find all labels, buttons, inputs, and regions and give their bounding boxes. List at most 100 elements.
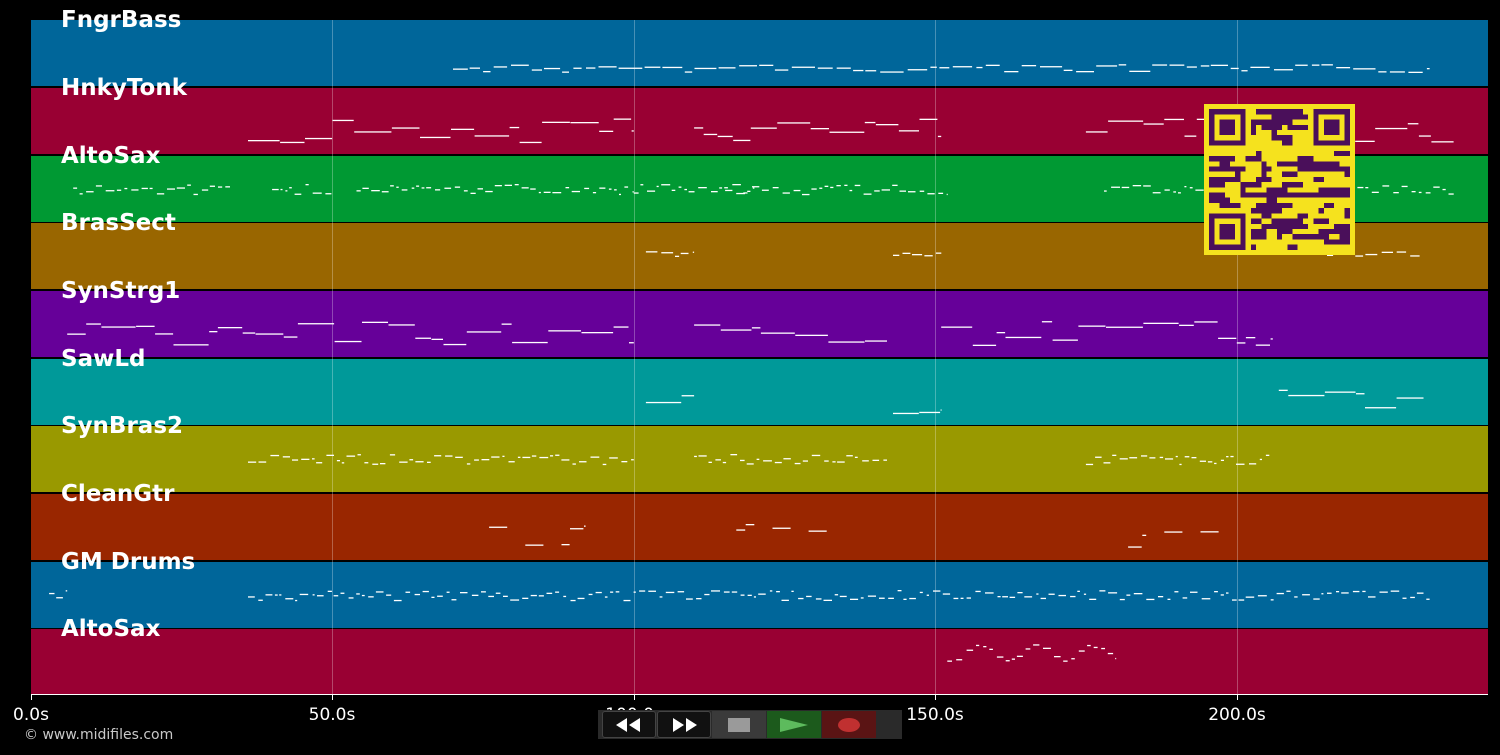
note bbox=[427, 461, 431, 463]
note bbox=[1401, 185, 1408, 188]
note bbox=[1106, 326, 1143, 328]
note bbox=[602, 463, 607, 466]
track-name: SawLd bbox=[61, 346, 146, 372]
note bbox=[572, 463, 576, 465]
note bbox=[1336, 67, 1351, 69]
track-name: CleanGtr bbox=[61, 481, 175, 507]
note bbox=[811, 454, 821, 457]
note bbox=[759, 64, 774, 66]
track-lane-fngrbass[interactable]: FngrBass bbox=[31, 9, 1488, 86]
note bbox=[631, 130, 634, 132]
note bbox=[491, 456, 500, 458]
note bbox=[956, 659, 963, 661]
tick-label: 0.0s bbox=[13, 705, 49, 725]
rewind-button[interactable] bbox=[602, 711, 656, 738]
track-lane-synbras2[interactable]: SynBras2 bbox=[31, 415, 1488, 492]
note bbox=[375, 591, 384, 593]
note bbox=[1201, 598, 1211, 600]
note bbox=[1241, 70, 1248, 72]
note bbox=[1146, 598, 1155, 601]
note bbox=[248, 461, 257, 463]
note bbox=[446, 591, 450, 593]
note bbox=[466, 331, 502, 333]
note bbox=[504, 184, 512, 186]
note bbox=[927, 193, 935, 195]
note bbox=[675, 255, 680, 257]
note bbox=[599, 187, 606, 189]
note bbox=[595, 591, 602, 594]
track-lane-sawld[interactable]: SawLd bbox=[31, 348, 1488, 425]
stop-button[interactable] bbox=[712, 711, 766, 738]
note bbox=[656, 185, 659, 188]
track-name: SynStrg1 bbox=[61, 278, 181, 304]
note bbox=[1011, 658, 1015, 660]
track-lane-synstrg1[interactable]: SynStrg1 bbox=[31, 280, 1488, 357]
note bbox=[746, 463, 754, 465]
note bbox=[327, 590, 332, 592]
note bbox=[747, 190, 751, 192]
note bbox=[782, 192, 790, 194]
note bbox=[193, 193, 198, 196]
note bbox=[565, 187, 570, 189]
note bbox=[985, 592, 994, 594]
note bbox=[720, 329, 752, 331]
note bbox=[661, 252, 674, 254]
track-lane-cleangtr[interactable]: CleanGtr bbox=[31, 483, 1488, 560]
track-name: FngrBass bbox=[61, 7, 182, 33]
transport-bar bbox=[598, 710, 902, 739]
note bbox=[1119, 458, 1128, 460]
note bbox=[453, 68, 468, 70]
note bbox=[881, 189, 890, 191]
note bbox=[1070, 595, 1076, 598]
note bbox=[1195, 189, 1204, 191]
note bbox=[1149, 457, 1156, 459]
track-name: SynBras2 bbox=[61, 413, 184, 439]
note bbox=[834, 594, 839, 596]
track-name: AltoSax bbox=[61, 143, 161, 169]
note bbox=[1365, 187, 1369, 189]
note bbox=[539, 456, 549, 459]
note bbox=[935, 252, 942, 254]
note bbox=[248, 140, 280, 142]
note bbox=[1190, 591, 1198, 593]
note bbox=[960, 597, 964, 599]
note bbox=[1173, 191, 1176, 193]
note bbox=[1431, 141, 1454, 143]
note bbox=[305, 137, 333, 140]
track-lane-altosax-2[interactable]: AltoSax bbox=[31, 618, 1488, 695]
note bbox=[531, 69, 542, 71]
grid-line bbox=[332, 20, 333, 695]
note bbox=[692, 251, 695, 253]
record-button[interactable] bbox=[822, 711, 876, 738]
note bbox=[610, 591, 614, 593]
note bbox=[774, 69, 789, 71]
note bbox=[1389, 71, 1405, 73]
note bbox=[633, 591, 636, 593]
note bbox=[854, 456, 858, 458]
note bbox=[880, 71, 904, 73]
note bbox=[317, 595, 324, 597]
note bbox=[332, 119, 354, 122]
note bbox=[1186, 66, 1197, 68]
track-lane-gm-drums[interactable]: GM Drums bbox=[31, 551, 1488, 628]
rewind-icon bbox=[616, 717, 640, 732]
note bbox=[1189, 187, 1193, 189]
note bbox=[879, 597, 885, 599]
note bbox=[830, 186, 834, 189]
fast-forward-button[interactable] bbox=[657, 711, 711, 738]
note bbox=[1418, 135, 1431, 137]
note bbox=[544, 67, 561, 70]
note bbox=[919, 411, 941, 414]
note bbox=[985, 64, 1000, 66]
note bbox=[1274, 69, 1293, 71]
note bbox=[756, 458, 760, 460]
note bbox=[470, 192, 476, 194]
note bbox=[1093, 646, 1098, 649]
note bbox=[893, 412, 919, 415]
note bbox=[421, 187, 425, 189]
note bbox=[732, 184, 741, 186]
note bbox=[1371, 191, 1379, 193]
play-icon bbox=[780, 717, 808, 732]
note bbox=[525, 544, 544, 546]
play-button[interactable] bbox=[767, 711, 821, 738]
